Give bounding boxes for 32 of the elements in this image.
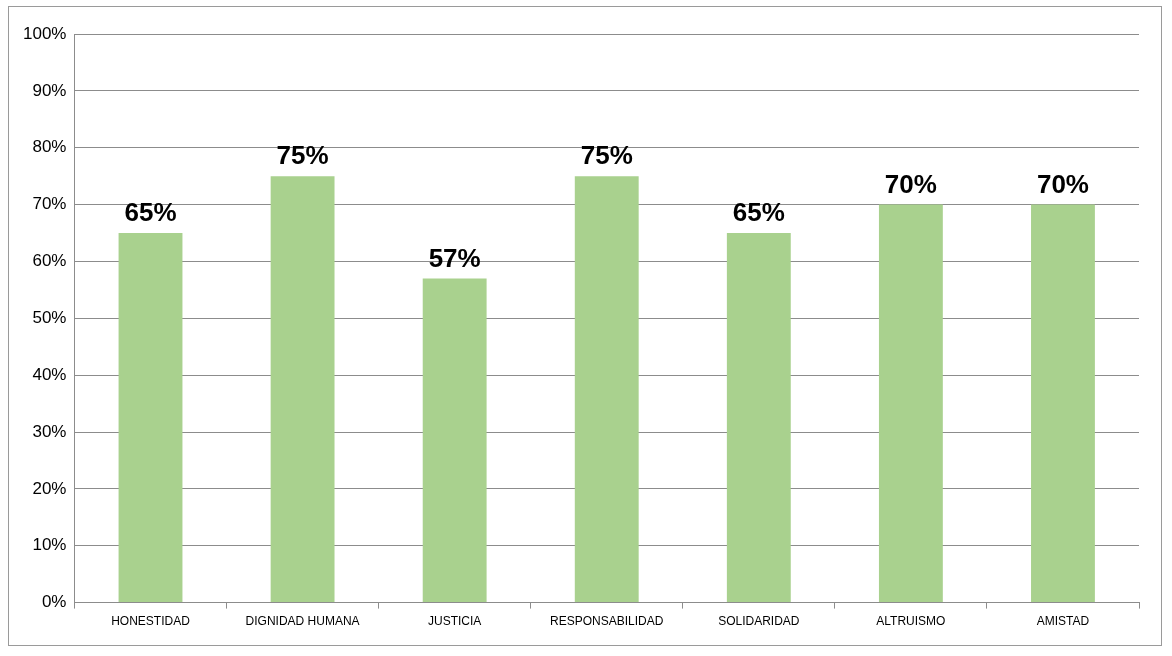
x-tick-label: JUSTICIA — [427, 614, 482, 629]
y-tick-label: 70% — [32, 194, 67, 214]
y-tick-label: 100% — [23, 23, 67, 43]
y-tick-label: 10% — [32, 535, 67, 555]
bar — [878, 204, 943, 603]
y-tick-label: 20% — [32, 478, 67, 498]
y-tick-label: 80% — [32, 137, 67, 157]
bar — [270, 176, 335, 603]
x-tick-label: DIGNIDAD HUMANA — [245, 614, 360, 629]
y-tick-label: 60% — [32, 251, 67, 271]
x-tick-label: AMISTAD — [1036, 614, 1090, 629]
data-label: 70% — [1036, 168, 1089, 199]
x-tick-label: SOLIDARIDAD — [718, 614, 800, 629]
y-tick-label: 0% — [41, 592, 67, 612]
data-label: 70% — [884, 168, 937, 199]
y-tick-label: 50% — [32, 307, 67, 327]
y-tick-label: 30% — [32, 421, 67, 441]
y-tick-label: 40% — [32, 364, 67, 384]
data-label: 65% — [732, 197, 785, 228]
data-label: 75% — [580, 140, 633, 171]
data-label: 65% — [124, 197, 177, 228]
y-tick-label: 90% — [32, 80, 67, 100]
bar — [118, 233, 183, 603]
bar — [1031, 204, 1095, 603]
x-tick-label: ALTRUISMO — [876, 614, 946, 629]
x-tick-label: HONESTIDAD — [111, 614, 191, 629]
bar — [726, 233, 791, 603]
bar — [422, 278, 487, 603]
x-tick-label: RESPONSABILIDAD — [550, 614, 664, 629]
data-label: 75% — [276, 140, 329, 171]
bar — [574, 176, 639, 603]
data-label: 57% — [428, 242, 481, 273]
